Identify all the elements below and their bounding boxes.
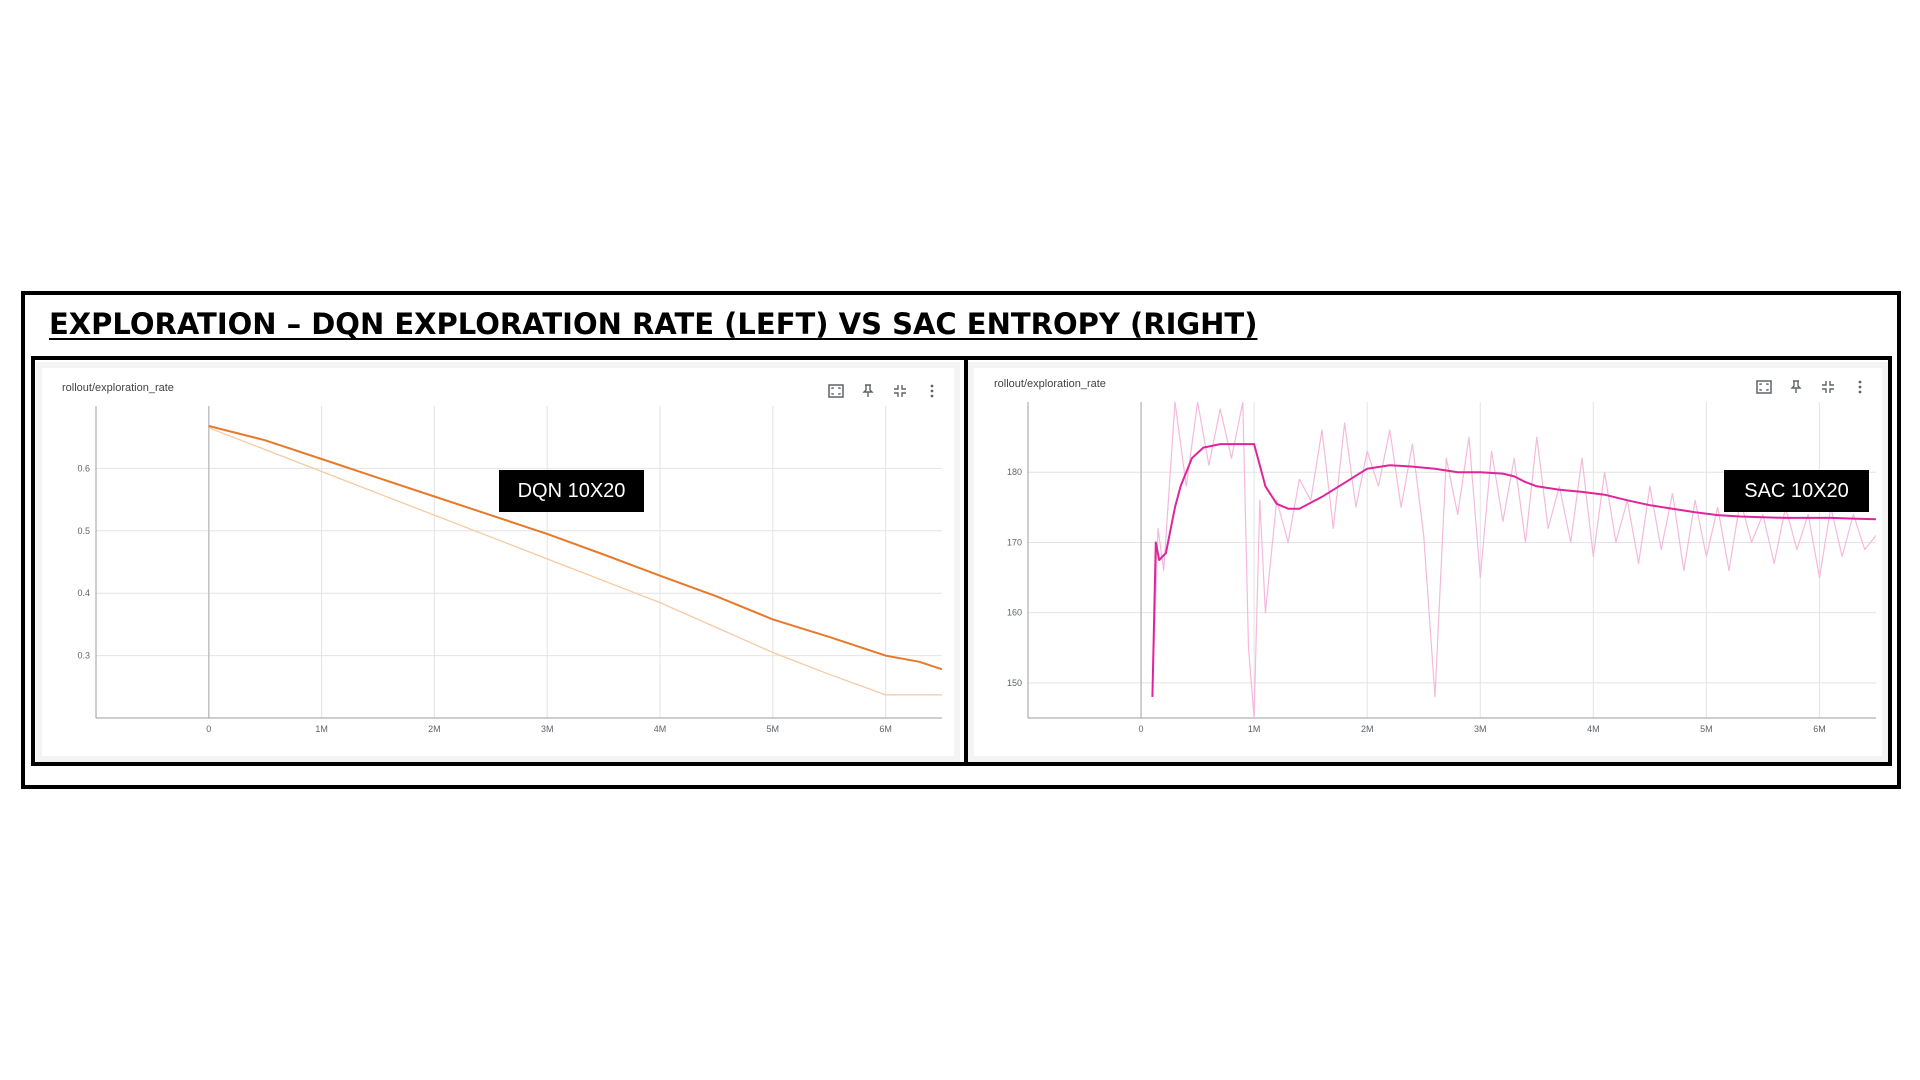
sac-smoothed-series-line <box>1151 443 1876 697</box>
card-surface: rollout/exploration_rate <box>42 368 954 756</box>
x-tick-label: 3M <box>1474 724 1487 734</box>
x-tick-label: 4M <box>654 724 667 734</box>
x-tick-label: 2M <box>428 724 441 734</box>
x-tick-label: 5M <box>1700 724 1713 734</box>
dqn-chart-card: rollout/exploration_rate 0.3 0.4 0.5 0.6 0 1M… <box>36 362 960 762</box>
x-tick-label: 2M <box>1361 724 1374 734</box>
panel-divider <box>964 356 968 766</box>
card-toolbar <box>1752 376 1872 398</box>
more-vert-icon[interactable] <box>1848 376 1872 398</box>
slide-title: EXPLORATION – DQN EXPLORATION RATE (LEFT… <box>49 307 1258 341</box>
dqn-smoothed-series-line <box>208 425 942 671</box>
fullscreen-icon[interactable] <box>1752 376 1776 398</box>
x-tick-label: 1M <box>315 724 328 734</box>
y-tick-label: 150 <box>1007 678 1022 688</box>
card-title: rollout/exploration_rate <box>994 378 1106 390</box>
dqn-plot: 0.3 0.4 0.5 0.6 0 1M 2M 3M 4M 5M 6M <box>77 406 942 734</box>
x-tick-label: 0 <box>1139 724 1144 734</box>
chart-badge: DQN 10X20 <box>499 470 644 512</box>
card-toolbar <box>824 380 944 402</box>
x-tick-label: 1M <box>1248 724 1261 734</box>
more-vert-icon[interactable] <box>920 380 944 402</box>
y-tick-label: 170 <box>1007 537 1022 547</box>
dqn-raw-series-line <box>208 427 942 696</box>
y-tick-label: 160 <box>1007 608 1022 618</box>
pin-icon[interactable] <box>856 380 880 402</box>
fit-domain-icon[interactable] <box>1816 376 1840 398</box>
x-tick-label: 6M <box>879 724 892 734</box>
chart-badge: SAC 10X20 <box>1724 470 1869 512</box>
x-tick-label: 0 <box>206 724 211 734</box>
y-tick-label: 0.6 <box>77 463 90 473</box>
x-tick-label: 5M <box>767 724 780 734</box>
y-tick-label: 0.4 <box>77 588 90 598</box>
pin-icon[interactable] <box>1784 376 1808 398</box>
panels-frame <box>31 356 1892 766</box>
sac-plot: 150 160 170 180 0 1M 2M 3M 4M 5M 6M <box>1007 402 1876 734</box>
x-tick-label: 6M <box>1813 724 1826 734</box>
y-tick-label: 0.5 <box>77 526 90 536</box>
y-tick-label: 0.3 <box>77 651 90 661</box>
sac-chart-card: rollout/exploration_rate 150 160 170 180 0 1M… <box>968 362 1888 762</box>
fit-domain-icon[interactable] <box>888 380 912 402</box>
x-tick-label: 4M <box>1587 724 1600 734</box>
y-tick-label: 180 <box>1007 467 1022 477</box>
fullscreen-icon[interactable] <box>824 380 848 402</box>
card-title: rollout/exploration_rate <box>62 382 174 394</box>
x-tick-label: 3M <box>541 724 554 734</box>
sac-raw-series-line <box>1151 402 1876 718</box>
